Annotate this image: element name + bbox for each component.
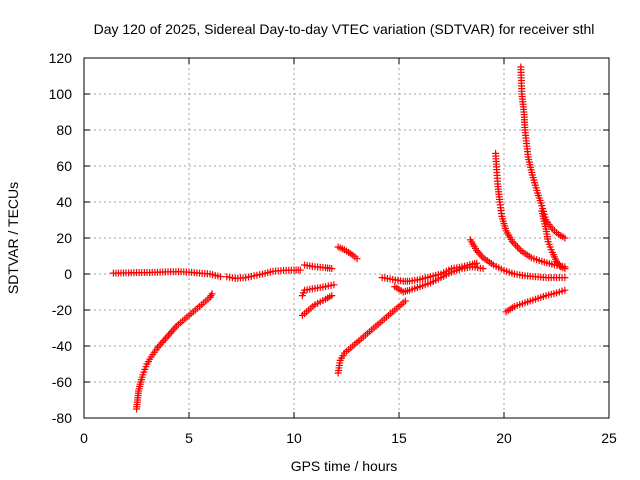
data-point — [207, 292, 215, 300]
data-point — [166, 329, 174, 337]
x-tick-label: 20 — [496, 430, 512, 446]
data-series-arc-03 — [223, 266, 304, 282]
y-tick-label: -60 — [52, 374, 72, 390]
data-point — [330, 281, 338, 289]
data-series-arc-05 — [298, 281, 338, 300]
y-tick-label: 40 — [56, 194, 72, 210]
y-tick-label: 20 — [56, 230, 72, 246]
data-point — [163, 333, 171, 341]
x-tick-label: 5 — [185, 430, 193, 446]
y-tick-label: 0 — [64, 266, 72, 282]
data-point — [353, 255, 361, 263]
data-point — [561, 286, 569, 294]
data-series-arc-06 — [298, 292, 336, 319]
data-series-arc-08 — [334, 297, 409, 377]
data-point — [157, 340, 165, 348]
chart-grid — [84, 58, 609, 418]
data-point — [561, 265, 569, 273]
data-point — [513, 243, 521, 251]
y-tick-label: 100 — [49, 86, 73, 102]
y-tick-label: 60 — [56, 158, 72, 174]
data-point — [473, 259, 481, 267]
y-tick-label: -40 — [52, 338, 72, 354]
data-series-arc-04 — [301, 261, 336, 273]
data-series-arc-09 — [378, 259, 481, 285]
data-point — [328, 292, 336, 300]
data-series-arc-07 — [334, 243, 361, 263]
data-point — [476, 250, 484, 258]
data-point — [161, 335, 169, 343]
data-point — [169, 326, 177, 334]
data-point — [401, 297, 409, 305]
data-point — [208, 290, 216, 298]
data-point — [561, 234, 569, 242]
data-point — [168, 328, 176, 336]
y-tick-label: 120 — [49, 50, 73, 66]
x-tick-label: 10 — [286, 430, 302, 446]
chart-title: Day 120 of 2025, Sidereal Day-to-day VTE… — [94, 21, 595, 37]
data-series-arc-10 — [391, 263, 487, 296]
tick-labels: 0 5 10 15 20 25 -80 -60 -40 -20 0 20 40 60 80 100 120 — [49, 50, 617, 446]
data-point — [217, 273, 224, 281]
y-tick-label: -80 — [52, 410, 72, 426]
data-point — [296, 266, 304, 274]
data-series-arc-01 — [109, 268, 224, 281]
data-series-arc-14 — [538, 207, 569, 273]
y-tick-label: -20 — [52, 302, 72, 318]
data-point — [512, 241, 520, 249]
data-point — [158, 338, 166, 346]
data-point — [328, 265, 336, 273]
data-point — [561, 274, 569, 282]
data-series-arc-02 — [133, 290, 216, 413]
data-point — [155, 342, 163, 350]
data-point — [477, 252, 485, 260]
data-point — [171, 324, 179, 332]
y-tick-label: 80 — [56, 122, 72, 138]
data-series-arc-15 — [502, 286, 569, 316]
data-point — [515, 245, 523, 253]
axis-ticks — [83, 57, 610, 419]
x-axis-title: GPS time / hours — [291, 458, 398, 474]
data-point — [165, 331, 173, 339]
data-series-arc-11 — [466, 236, 569, 282]
y-axis-title: SDTVAR / TECUs — [5, 182, 21, 294]
x-tick-label: 0 — [80, 430, 88, 446]
data-point — [479, 265, 487, 273]
data-points-layer — [109, 63, 569, 413]
data-series-arc-13 — [517, 63, 569, 242]
x-tick-label: 25 — [601, 430, 617, 446]
data-point — [160, 337, 168, 345]
x-tick-label: 15 — [391, 430, 407, 446]
